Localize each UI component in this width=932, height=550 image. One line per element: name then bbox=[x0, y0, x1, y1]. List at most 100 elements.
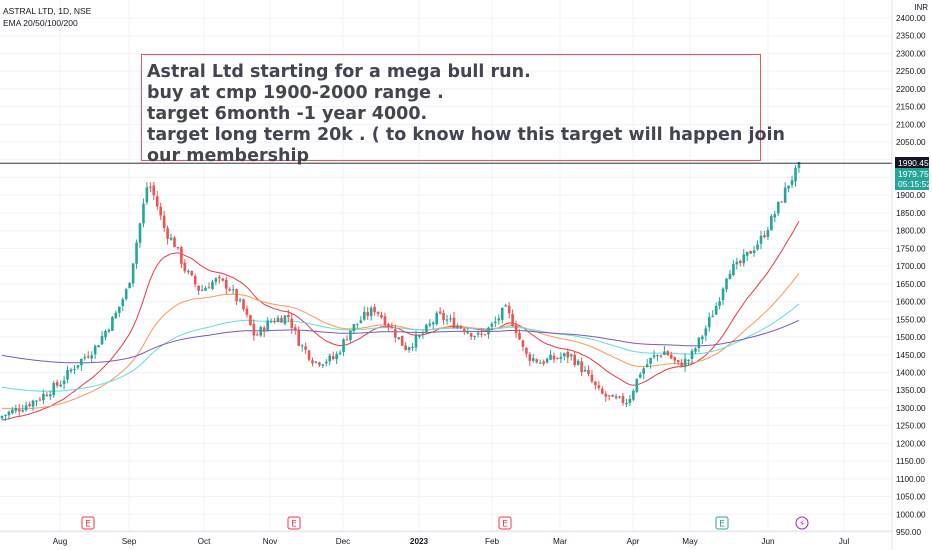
candle-body bbox=[680, 362, 683, 367]
candle-body bbox=[224, 279, 228, 289]
candle-body bbox=[587, 369, 590, 374]
candle-body bbox=[790, 180, 794, 185]
candle-body bbox=[21, 410, 24, 412]
candle-body bbox=[604, 393, 608, 397]
candle-body bbox=[262, 327, 266, 332]
chart-header: ASTRAL LTD, 1D, NSE EMA 20/50/100/200 bbox=[3, 5, 91, 29]
candle-body bbox=[380, 314, 383, 318]
candle-body bbox=[131, 263, 135, 284]
candle-body bbox=[607, 395, 611, 397]
candle-body bbox=[55, 382, 59, 386]
candle-body bbox=[356, 323, 359, 325]
chart-grid bbox=[0, 0, 892, 533]
candle-body bbox=[673, 357, 677, 361]
candle-body bbox=[797, 162, 801, 168]
candle-body bbox=[376, 311, 380, 314]
candle-body bbox=[759, 235, 763, 244]
price-tick-label: 1200.00 bbox=[896, 439, 926, 448]
price-tick-label: 1400.00 bbox=[896, 368, 926, 377]
candle-body bbox=[338, 352, 342, 355]
candle-body bbox=[435, 312, 438, 324]
candle-body bbox=[549, 354, 552, 360]
candle-body bbox=[425, 324, 428, 333]
candle-body bbox=[718, 301, 721, 306]
price-tick-label: 1050.00 bbox=[896, 493, 926, 502]
price-tick-label: 2250.00 bbox=[896, 67, 926, 76]
candle-body bbox=[387, 324, 390, 328]
candle-body bbox=[314, 361, 318, 363]
annotation-callout[interactable]: Astral Ltd starting for a mega bull run.… bbox=[141, 54, 785, 166]
candle-body bbox=[318, 362, 321, 366]
candle-body bbox=[218, 277, 221, 279]
candle-body bbox=[452, 317, 456, 329]
candle-body bbox=[69, 369, 73, 372]
candle-body bbox=[335, 354, 338, 360]
candle-body bbox=[518, 333, 521, 340]
candle-body bbox=[214, 278, 218, 282]
countdown-tag: 05:15:52 bbox=[895, 178, 931, 191]
candle-body bbox=[249, 315, 252, 326]
candle-body bbox=[4, 414, 7, 416]
candle-body bbox=[521, 340, 525, 347]
candle-body bbox=[414, 335, 418, 348]
candle-body bbox=[652, 355, 656, 358]
earnings-marker bbox=[81, 516, 95, 530]
candle-body bbox=[269, 321, 273, 323]
candle-body bbox=[645, 364, 649, 367]
candle-body bbox=[642, 368, 645, 374]
candle-body bbox=[694, 348, 697, 352]
candle-body bbox=[325, 361, 328, 364]
time-axis-label: May bbox=[682, 537, 698, 546]
candle-body bbox=[187, 271, 190, 273]
candle-body bbox=[770, 216, 773, 231]
candle-body bbox=[590, 374, 594, 382]
candle-body bbox=[732, 263, 735, 276]
candle-body bbox=[563, 353, 566, 357]
time-axis-label: Aug bbox=[53, 537, 68, 546]
candle-body bbox=[494, 321, 497, 323]
candle-body bbox=[259, 327, 263, 336]
annotation-line: buy at cmp 1900-2000 range . bbox=[147, 83, 444, 103]
candle-body bbox=[114, 312, 118, 319]
candle-body bbox=[545, 358, 549, 363]
candle-body bbox=[349, 330, 352, 341]
time-axis-label: Dec bbox=[336, 537, 351, 546]
candle-body bbox=[252, 323, 256, 336]
candle-body bbox=[404, 345, 407, 350]
candle-body bbox=[780, 201, 783, 203]
candle-body bbox=[93, 345, 97, 355]
candle-body bbox=[73, 368, 76, 370]
candle-body bbox=[783, 187, 787, 203]
candle-body bbox=[683, 358, 687, 367]
candle-body bbox=[497, 318, 501, 321]
annotation-line: target long term 20k . ( to know how thi… bbox=[147, 125, 785, 145]
candle-body bbox=[124, 289, 128, 299]
candle-body bbox=[17, 409, 21, 412]
candle-body bbox=[445, 319, 449, 321]
candle-body bbox=[763, 235, 766, 238]
price-tick-label: 1100.00 bbox=[896, 475, 925, 484]
indicator-legend[interactable]: EMA 20/50/100/200 bbox=[3, 18, 78, 28]
candle-body bbox=[418, 335, 421, 337]
candle-body bbox=[66, 369, 69, 380]
candle-body bbox=[752, 250, 756, 253]
price-tick-label: 1600.00 bbox=[896, 298, 926, 307]
symbol-title[interactable]: ASTRAL LTD, 1D, NSE bbox=[3, 6, 92, 16]
price-tick-label: 1250.00 bbox=[896, 422, 926, 431]
price-tick-label: 2350.00 bbox=[896, 32, 926, 41]
candle-body bbox=[300, 345, 304, 347]
candle-body bbox=[373, 306, 376, 313]
price-tick-label: 2150.00 bbox=[896, 103, 926, 112]
candle-body bbox=[663, 351, 666, 356]
candle-body bbox=[480, 333, 483, 335]
candle-body bbox=[169, 237, 173, 240]
price-tick-label: 2050.00 bbox=[896, 138, 926, 147]
candle-body bbox=[290, 318, 294, 329]
candle-body bbox=[714, 306, 718, 315]
candle-body bbox=[483, 334, 487, 336]
candle-body bbox=[311, 360, 314, 364]
candle-body bbox=[532, 358, 535, 361]
candle-body bbox=[794, 167, 797, 182]
candle-body bbox=[573, 354, 576, 366]
